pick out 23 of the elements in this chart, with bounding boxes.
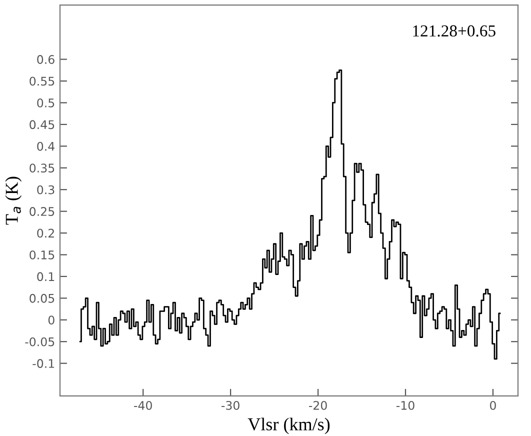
y-tick-label: -0.1 — [32, 359, 54, 368]
y-tick-label: 0.25 — [30, 207, 54, 216]
y-tick-label: 0.05 — [30, 294, 54, 303]
y-tick-label: 0.55 — [30, 76, 54, 86]
x-tick-label: -30 — [222, 400, 240, 410]
y-tick-label: 0.4 — [37, 142, 54, 151]
x-tick-label: 0 — [490, 400, 496, 410]
y-tick-label: 0.3 — [37, 185, 54, 194]
y-tick-label: 0 — [48, 316, 54, 325]
x-tick-label: -10 — [396, 400, 414, 410]
y-tick-label: 0.15 — [30, 250, 54, 260]
y-tick-label: 0.5 — [37, 98, 54, 108]
y-tick-label: 0.6 — [37, 55, 54, 64]
y-tick-label: 0.2 — [37, 228, 54, 238]
y-tick-label: 0.1 — [37, 272, 54, 282]
x-axis-title: Vlsr (km/s) — [248, 418, 330, 434]
y-tick-label: 0.45 — [30, 120, 54, 130]
y-tick-label: 0.35 — [30, 164, 54, 173]
annotation: 121.28+0.65 — [413, 25, 496, 37]
x-tick-label: -20 — [308, 400, 327, 410]
x-tick-label: -40 — [134, 400, 152, 410]
y-axis-title: T$_{a}$ (K) — [5, 176, 22, 225]
y-tick-label: -0.05 — [25, 337, 54, 346]
